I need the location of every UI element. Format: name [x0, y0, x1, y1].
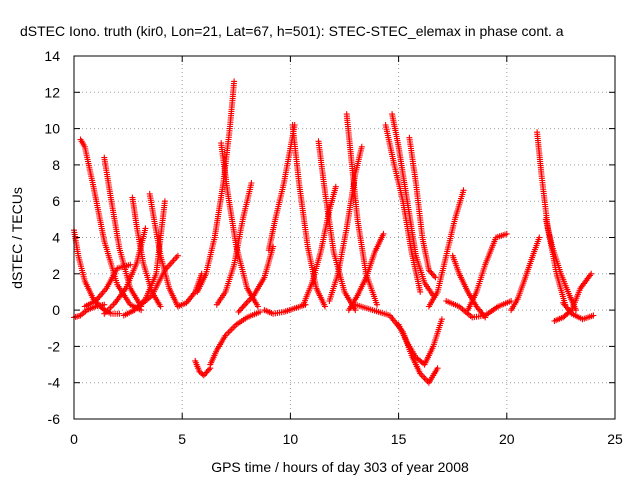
data-arc-23	[343, 111, 380, 308]
y-tick-label: 12	[44, 84, 60, 100]
data-arc-11	[192, 357, 214, 379]
data-point-marks	[326, 143, 365, 304]
data-arc-33	[443, 298, 515, 321]
data-arc-2	[77, 136, 145, 314]
data-point-marks	[235, 243, 277, 315]
data-point-marks	[352, 301, 441, 386]
data-arc-19	[289, 122, 328, 310]
y-tick-label: 0	[52, 302, 60, 318]
data-arc-38	[560, 299, 597, 323]
x-tick-label: 25	[607, 431, 623, 447]
x-tick-label: 10	[283, 431, 299, 447]
x-tick-label: 20	[499, 431, 515, 447]
data-arc-20	[315, 138, 359, 314]
data-point-marks	[77, 136, 145, 314]
y-tick-label: 4	[52, 230, 60, 246]
x-tick-label: 5	[178, 431, 186, 447]
y-tick-label: -4	[48, 375, 61, 391]
y-tick-label: 14	[44, 48, 60, 64]
data-arc-15	[213, 180, 255, 308]
x-axis-label: GPS time / hours of day 303 of year 2008	[211, 459, 469, 475]
data-arc-30	[425, 187, 467, 310]
data-arc-13	[194, 78, 238, 295]
data-arc-32	[464, 230, 510, 314]
data-point-marks	[261, 301, 309, 317]
data-point-marks	[101, 154, 145, 310]
data-point-marks	[508, 234, 543, 314]
data-point-marks	[343, 111, 380, 308]
data-arc-16	[235, 243, 277, 315]
data-point-marks	[395, 316, 445, 368]
y-tick-label: 2	[52, 266, 60, 282]
data-arc-18	[261, 301, 309, 317]
data-point-marks	[425, 187, 467, 310]
data-point-marks	[443, 298, 515, 321]
data-point-marks	[207, 308, 264, 368]
data-point-marks	[382, 122, 424, 295]
data-point-marks	[406, 134, 439, 281]
plot-frame	[73, 55, 616, 420]
data-point-marks	[218, 140, 261, 310]
data-point-marks	[542, 216, 579, 314]
data-arc-27	[406, 134, 439, 281]
data-point-marks	[289, 122, 328, 310]
data-point-marks	[192, 357, 214, 379]
data-arc-22	[326, 143, 365, 304]
y-tick-label: 10	[44, 121, 60, 137]
data-point-marks	[345, 230, 387, 314]
data-point-marks	[194, 78, 238, 295]
y-tick-label: -2	[48, 338, 61, 354]
data-arc-26	[389, 111, 437, 299]
chart-title: dSTEC Iono. truth (kir0, Lon=21, Lat=67,…	[20, 23, 564, 39]
y-tick-label: 8	[52, 157, 60, 173]
data-arc-14	[218, 140, 261, 310]
data-points	[71, 78, 597, 386]
x-tick-label: 15	[391, 431, 407, 447]
y-axis-label: dSTEC / TECUs	[9, 187, 25, 289]
data-point-marks	[315, 138, 359, 314]
axis-ticks: 0 5 10 15 20 25 -6 -4 -2 0 2 4 6 8 10 12 14	[44, 48, 623, 447]
y-tick-label: 6	[52, 193, 60, 209]
x-tick-label: 0	[70, 431, 78, 447]
data-arc-29	[395, 316, 445, 368]
data-point-marks	[464, 230, 510, 314]
data-point-marks	[560, 299, 597, 323]
data-point-marks	[389, 111, 437, 299]
data-arc-24	[345, 230, 387, 314]
data-arc-25	[382, 122, 424, 295]
data-point-marks	[300, 183, 339, 308]
data-arc-21	[300, 183, 339, 308]
data-point-marks	[213, 180, 255, 308]
data-arc-4	[101, 154, 145, 310]
data-arc-28	[352, 301, 441, 386]
data-arc-12	[207, 308, 264, 368]
data-arc-36	[542, 216, 579, 314]
y-tick-label: -6	[48, 411, 61, 427]
data-arc-9	[135, 252, 181, 310]
data-arc-34	[508, 234, 543, 314]
data-point-marks	[135, 252, 181, 310]
grid-lines	[74, 56, 615, 419]
